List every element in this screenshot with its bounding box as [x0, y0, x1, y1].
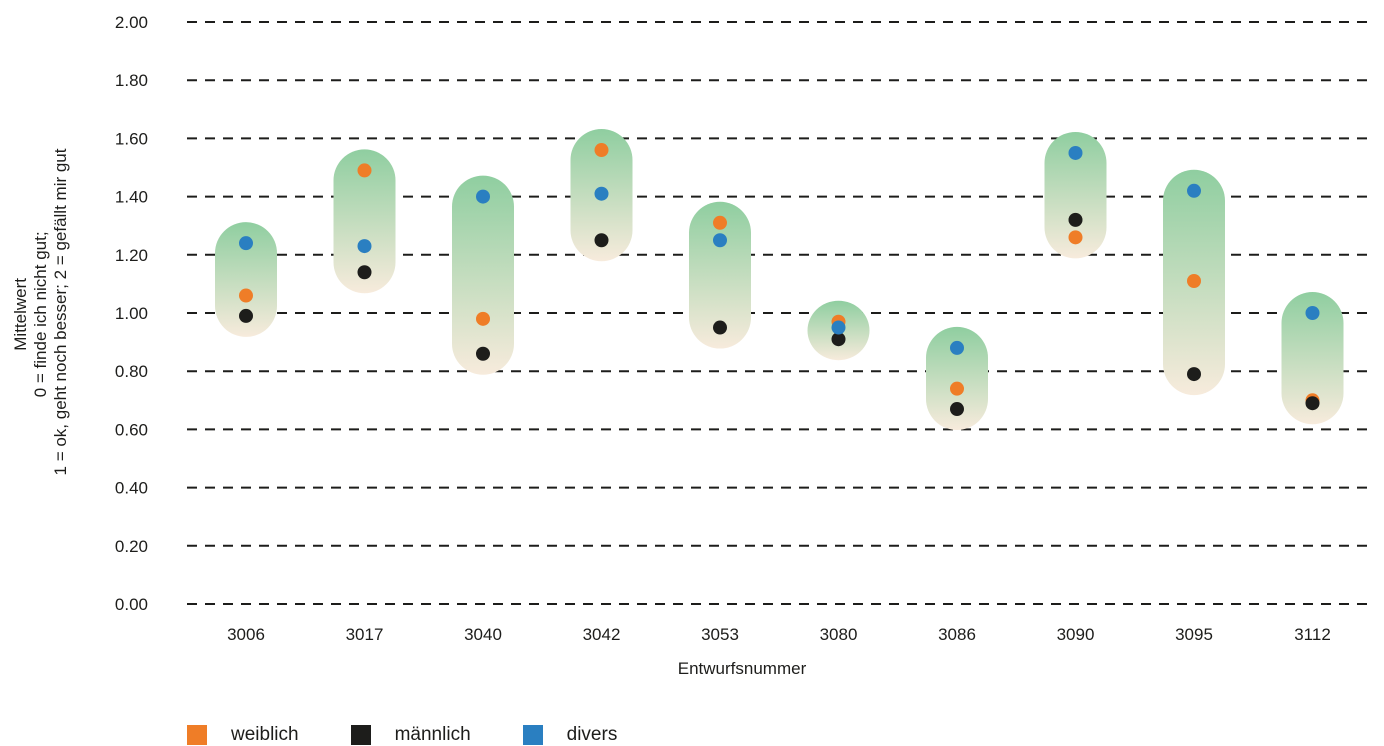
- range-band: [926, 326, 988, 431]
- y-tick-label: 0.40: [115, 479, 148, 498]
- legend-item-weiblich: weiblich: [187, 724, 299, 746]
- data-point-weiblich: [594, 143, 609, 158]
- y-tick-label: 0.60: [115, 420, 148, 439]
- data-point-männlich: [1068, 212, 1083, 227]
- y-axis-label-line-2: 0 = finde ich nicht gut;: [31, 231, 50, 397]
- legend-item-divers: divers: [522, 724, 618, 746]
- data-point-divers: [713, 233, 727, 248]
- legend-swatch-divers: [522, 725, 543, 745]
- data-point-divers: [1068, 145, 1083, 160]
- y-tick-label: 2.00: [115, 13, 148, 32]
- x-axis-label: Entwurfsnummer: [678, 659, 807, 678]
- x-tick-label: 3040: [464, 625, 502, 644]
- data-point-divers: [950, 340, 964, 355]
- x-tick-label: 3090: [1057, 625, 1095, 644]
- y-tick-label: 0.00: [115, 595, 148, 614]
- legend-item-maennlich: männlich: [350, 724, 471, 746]
- y-tick-label: 1.20: [115, 246, 148, 265]
- x-axis-ticks: 3006 3017 3040 3042 3053 3080 3086 3090 3095 3112: [227, 625, 1331, 644]
- x-tick-label: 3086: [938, 625, 976, 644]
- data-point-männlich: [1305, 396, 1320, 411]
- legend-label-weiblich: weiblich: [231, 724, 299, 745]
- y-tick-label: 0.80: [115, 362, 148, 381]
- range-band: [1044, 131, 1107, 259]
- legend-swatch-maennlich: [350, 725, 371, 745]
- y-tick-label: 1.60: [115, 129, 148, 148]
- y-tick-label: 1.80: [115, 71, 148, 90]
- data-point-weiblich: [357, 163, 372, 178]
- y-axis-label-line-1: Mittelwert: [11, 278, 30, 351]
- data-point-divers: [1187, 183, 1201, 198]
- y-axis-label: Mittelwert 0 = finde ich nicht gut; 1 = …: [11, 148, 70, 475]
- data-point-divers: [357, 239, 372, 254]
- data-point-männlich: [594, 233, 609, 248]
- data-point-weiblich: [476, 311, 490, 326]
- x-tick-label: 3053: [701, 625, 739, 644]
- data-point-männlich: [950, 402, 964, 417]
- legend-label-maennlich: männlich: [394, 724, 471, 745]
- data-point-männlich: [357, 265, 372, 280]
- legend-swatch-weiblich: [187, 725, 207, 745]
- y-tick-label: 1.00: [115, 304, 148, 323]
- range-bands: [215, 129, 1344, 431]
- y-axis-label-line-3: 1 = ok, geht noch besser; 2 = gefällt mi…: [51, 148, 70, 475]
- x-tick-label: 3006: [227, 625, 265, 644]
- range-band: [1281, 292, 1344, 425]
- range-band: [689, 201, 751, 349]
- y-tick-label: 1.40: [115, 188, 148, 207]
- legend-label-divers: divers: [566, 724, 618, 745]
- data-point-divers: [476, 189, 490, 204]
- data-point-männlich: [476, 346, 490, 361]
- data-point-männlich: [831, 332, 846, 347]
- data-point-weiblich: [950, 381, 964, 396]
- data-point-divers: [1305, 306, 1320, 320]
- x-tick-label: 3112: [1294, 625, 1331, 644]
- data-point-divers: [831, 320, 846, 335]
- data-point-männlich: [239, 308, 253, 323]
- data-point-männlich: [1187, 367, 1201, 382]
- range-band: [452, 175, 514, 375]
- x-tick-label: 3017: [346, 625, 384, 644]
- data-point-weiblich: [1068, 230, 1083, 245]
- data-point-männlich: [713, 320, 727, 335]
- x-tick-label: 3095: [1175, 625, 1213, 644]
- data-point-divers: [239, 236, 253, 251]
- data-point-weiblich: [1187, 273, 1201, 288]
- range-band: [333, 149, 396, 294]
- x-tick-label: 3080: [820, 625, 858, 644]
- data-point-weiblich: [239, 288, 253, 303]
- y-tick-label: 0.20: [115, 537, 148, 556]
- range-band: [215, 222, 277, 337]
- x-tick-label: 3042: [583, 625, 621, 644]
- data-point-weiblich: [713, 215, 727, 230]
- legend: weiblich männlich divers: [187, 724, 617, 746]
- data-point-divers: [594, 186, 609, 201]
- data-points: [239, 143, 1320, 417]
- y-axis-ticks: 0.00 0.20 0.40 0.60 0.80 1.00 1.20 1.40 1.60 1.80…: [115, 13, 148, 614]
